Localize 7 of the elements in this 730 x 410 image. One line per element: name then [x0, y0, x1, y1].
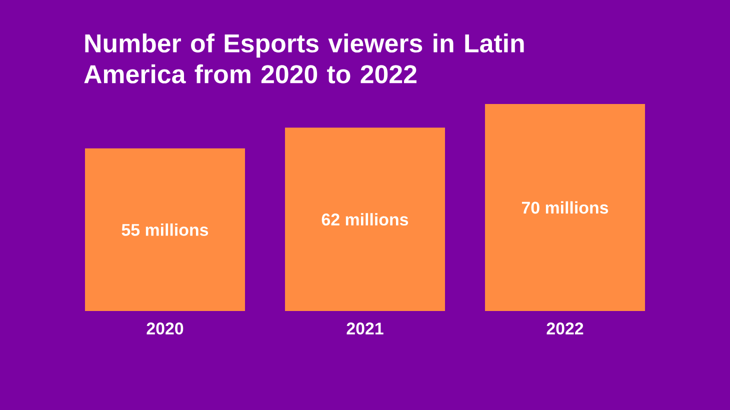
data-label: 62 millions — [322, 213, 408, 226]
x-tick-label: 2021 — [346, 322, 384, 335]
chart-title: Number of Esports viewers in Latin America from 2020 to 2022 — [84, 34, 524, 84]
x-tick-label: 2022 — [546, 322, 584, 335]
data-label: 70 millions — [522, 201, 608, 214]
data-label: 55 millions — [122, 223, 208, 236]
x-tick-label: 2020 — [146, 322, 184, 335]
